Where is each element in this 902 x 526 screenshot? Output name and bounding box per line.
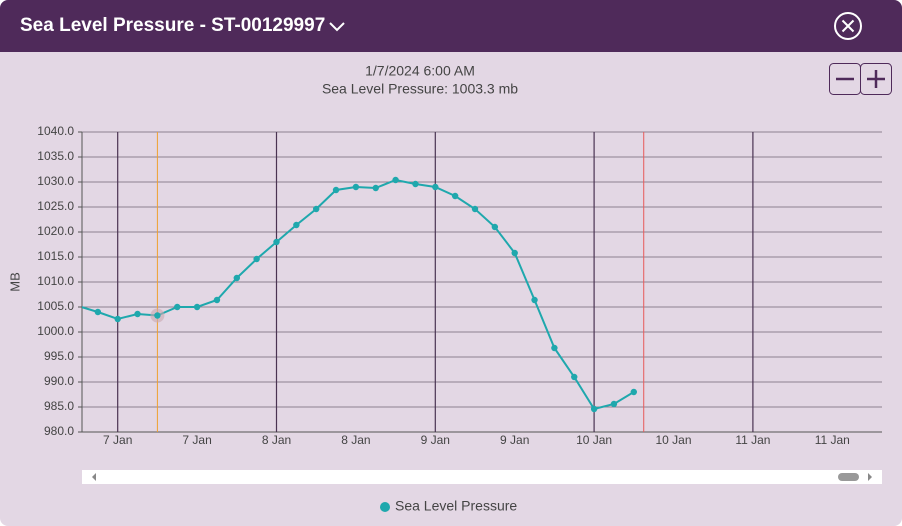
y-tick-label: 1040.0 <box>37 124 74 138</box>
point <box>610 400 618 408</box>
x-tick-label: 10 Jan <box>576 433 612 447</box>
y-tick-label: 1035.0 <box>37 149 74 163</box>
point <box>134 310 141 318</box>
x-tick-label: 8 Jan <box>262 433 291 447</box>
point <box>551 344 558 352</box>
y-axis-label: MB <box>7 272 22 292</box>
point <box>630 388 637 396</box>
y-tick-label: 985.0 <box>44 399 74 413</box>
x-tick-label: 7 Jan <box>103 433 132 447</box>
y-tick-label: 1025.0 <box>37 199 74 213</box>
tooltip-text: Sea Level Pressure: 1003.3 mb <box>322 81 518 97</box>
y-tick-label: 1005.0 <box>37 299 74 313</box>
point <box>313 205 320 213</box>
point <box>412 180 419 188</box>
point <box>451 192 459 200</box>
x-tick-label: 10 Jan <box>655 433 691 447</box>
point <box>193 303 201 311</box>
point <box>154 312 161 319</box>
point <box>511 249 518 257</box>
y-tick-label: 1015.0 <box>37 249 74 263</box>
legend-marker <box>380 502 390 512</box>
header: Sea Level Pressure - ST-00129997 <box>0 0 902 52</box>
y-tick-label: 980.0 <box>44 424 74 438</box>
zoom-out-button[interactable] <box>829 63 861 95</box>
y-tick-label: 995.0 <box>44 349 74 363</box>
point <box>213 296 221 304</box>
point <box>432 183 439 191</box>
dropdown-icon[interactable] <box>328 19 346 33</box>
point <box>471 205 479 213</box>
point <box>332 186 340 194</box>
zoom-in-button[interactable] <box>860 63 892 95</box>
point <box>491 223 499 231</box>
point <box>571 373 578 381</box>
x-tick-label: 8 Jan <box>341 433 370 447</box>
point <box>114 315 121 323</box>
point <box>75 303 81 309</box>
scrollbar[interactable] <box>82 470 882 484</box>
point <box>372 184 379 192</box>
point <box>352 183 360 191</box>
x-tick-label: 7 Jan <box>182 433 211 447</box>
point <box>253 255 260 263</box>
point <box>273 238 280 246</box>
point <box>531 296 538 304</box>
window-title[interactable]: Sea Level Pressure - ST-00129997 <box>20 15 326 36</box>
legend-label[interactable]: Sea Level Pressure <box>395 498 517 514</box>
x-tick-label: 9 Jan <box>421 433 450 447</box>
close-button[interactable] <box>832 10 864 42</box>
point <box>94 308 102 316</box>
point <box>174 303 181 311</box>
y-tick-label: 1030.0 <box>37 174 74 188</box>
y-tick-label: 1020.0 <box>37 224 74 238</box>
y-tick-label: 990.0 <box>44 374 74 388</box>
x-tick-label: 11 Jan <box>735 433 770 447</box>
y-tick-label: 1010.0 <box>37 274 74 288</box>
point <box>233 274 240 282</box>
point <box>293 221 300 229</box>
point <box>590 405 598 413</box>
series-line <box>82 178 635 411</box>
plot <box>75 176 637 413</box>
x-tick-label: 9 Jan <box>500 433 529 447</box>
x-tick-label: 11 Jan <box>815 433 850 447</box>
point <box>392 176 399 184</box>
tooltip-time: 1/7/2024 6:00 AM <box>365 63 475 79</box>
y-tick-label: 1000.0 <box>37 324 74 338</box>
